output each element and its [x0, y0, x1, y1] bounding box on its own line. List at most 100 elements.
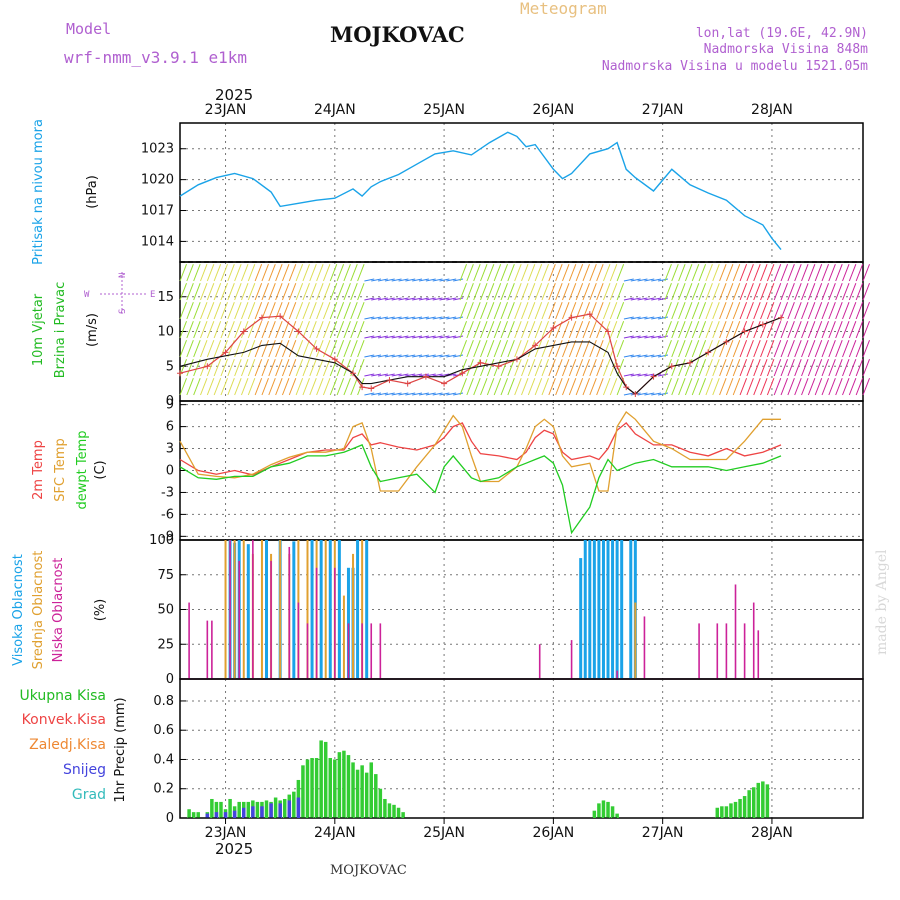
- wind-barb: [548, 264, 556, 282]
- precip-total-bar: [314, 758, 319, 818]
- wind-barb: [575, 283, 584, 301]
- wind-barb: [405, 335, 416, 339]
- wind-barb: [568, 302, 577, 320]
- wind-barb: [213, 264, 222, 282]
- temp2m-label: 2m Temp: [31, 440, 46, 500]
- wind-barb: [705, 283, 713, 301]
- wind-barb: [261, 378, 269, 396]
- wind-barb: [842, 359, 850, 377]
- cloud-low-bar: [379, 623, 382, 679]
- wind-barb: [418, 278, 429, 282]
- wind-barb: [821, 264, 830, 282]
- cloud-low-bar: [616, 670, 618, 679]
- wind-barb: [384, 335, 395, 339]
- wind-barb: [835, 264, 843, 282]
- precip-total-bar: [364, 772, 369, 818]
- wind-barb: [405, 297, 416, 301]
- wind-barb: [493, 359, 502, 377]
- wind-barb: [364, 354, 375, 358]
- precip-total-bar: [387, 803, 392, 818]
- wind-barb: [835, 340, 843, 358]
- wind-barb: [254, 302, 263, 320]
- wind-barb: [357, 283, 365, 301]
- pressure-line: [179, 131, 782, 251]
- wind-barb: [521, 302, 529, 320]
- wind-gust-marker: [359, 384, 366, 391]
- wind-barb: [500, 340, 508, 358]
- wind-barb: [609, 283, 618, 301]
- wind-barb: [343, 378, 351, 396]
- wind-barb: [357, 302, 365, 320]
- wind-gust-marker: [222, 349, 229, 356]
- wind-barb: [432, 392, 443, 396]
- wind-barb: [200, 264, 208, 282]
- wind-barb: [500, 302, 508, 320]
- wind-barb: [486, 283, 495, 301]
- wind-barb: [773, 378, 782, 396]
- precip-total-bar: [383, 798, 387, 818]
- wind-barb: [514, 264, 522, 282]
- wind-name1-label: 10m Vjetar: [31, 293, 46, 366]
- wind-barb: [541, 302, 549, 320]
- wind-barb: [732, 321, 741, 339]
- wind-barb: [794, 264, 802, 282]
- wind-barb: [241, 378, 249, 396]
- wind-barb: [261, 321, 269, 339]
- precip-total-bar: [765, 784, 770, 818]
- wind-barb: [691, 340, 700, 358]
- wind-gust-marker: [441, 380, 448, 387]
- wind-barb: [459, 378, 468, 396]
- wind-barb: [575, 264, 584, 282]
- wind-barb: [453, 354, 464, 358]
- wind-barb: [268, 359, 276, 377]
- wind-barb: [862, 283, 870, 301]
- wind-barb: [548, 340, 556, 358]
- wind-barb: [664, 264, 672, 282]
- wind-barb: [432, 278, 443, 282]
- wind-barb: [807, 283, 816, 301]
- wind-barb: [760, 302, 768, 320]
- wind-barb: [732, 302, 741, 320]
- precip-total-bar: [346, 755, 351, 818]
- wind-speed-line: [179, 317, 782, 395]
- wind-barb: [589, 283, 597, 301]
- cloud-low-bar: [252, 540, 254, 679]
- wind-barb: [364, 316, 375, 320]
- precip-total-bar: [592, 810, 597, 818]
- wind-barb: [760, 378, 768, 396]
- wind-barb: [220, 264, 228, 282]
- pressure-ytick-label: 1020: [141, 173, 174, 188]
- cloud-high-bar: [356, 540, 360, 679]
- precip-snow-bar: [223, 812, 228, 818]
- wind-barb: [835, 283, 843, 301]
- wind-barb: [466, 378, 474, 396]
- wind-barb: [725, 283, 734, 301]
- wind-barb: [186, 283, 194, 301]
- wind-barb: [227, 378, 235, 396]
- wind-barb: [842, 321, 850, 339]
- wind-barb: [254, 264, 263, 282]
- wind-barb: [371, 316, 382, 320]
- wind-barb: [466, 264, 474, 282]
- wind-barb: [412, 316, 423, 320]
- wind-barb: [684, 378, 693, 396]
- wind-barb: [527, 359, 536, 377]
- wind-barb: [862, 359, 870, 377]
- wind-barb: [322, 340, 331, 358]
- precip-snow-bar: [278, 803, 282, 818]
- date-label-bottom: 26JAN: [532, 825, 574, 841]
- wind-barb: [848, 378, 857, 396]
- precip-total-bar: [742, 796, 747, 818]
- wind-barb: [206, 264, 215, 282]
- wind-barb: [234, 283, 242, 301]
- wind-barb: [234, 302, 242, 320]
- wind-barb: [527, 321, 536, 339]
- wind-barb: [548, 378, 556, 396]
- wind-barb: [548, 359, 556, 377]
- wind-barb: [794, 359, 802, 377]
- precip-total-bar: [255, 801, 260, 818]
- wind-barb: [261, 264, 269, 282]
- wind-barb: [801, 378, 809, 396]
- wind-barb: [555, 378, 563, 396]
- wind-barb: [541, 378, 549, 396]
